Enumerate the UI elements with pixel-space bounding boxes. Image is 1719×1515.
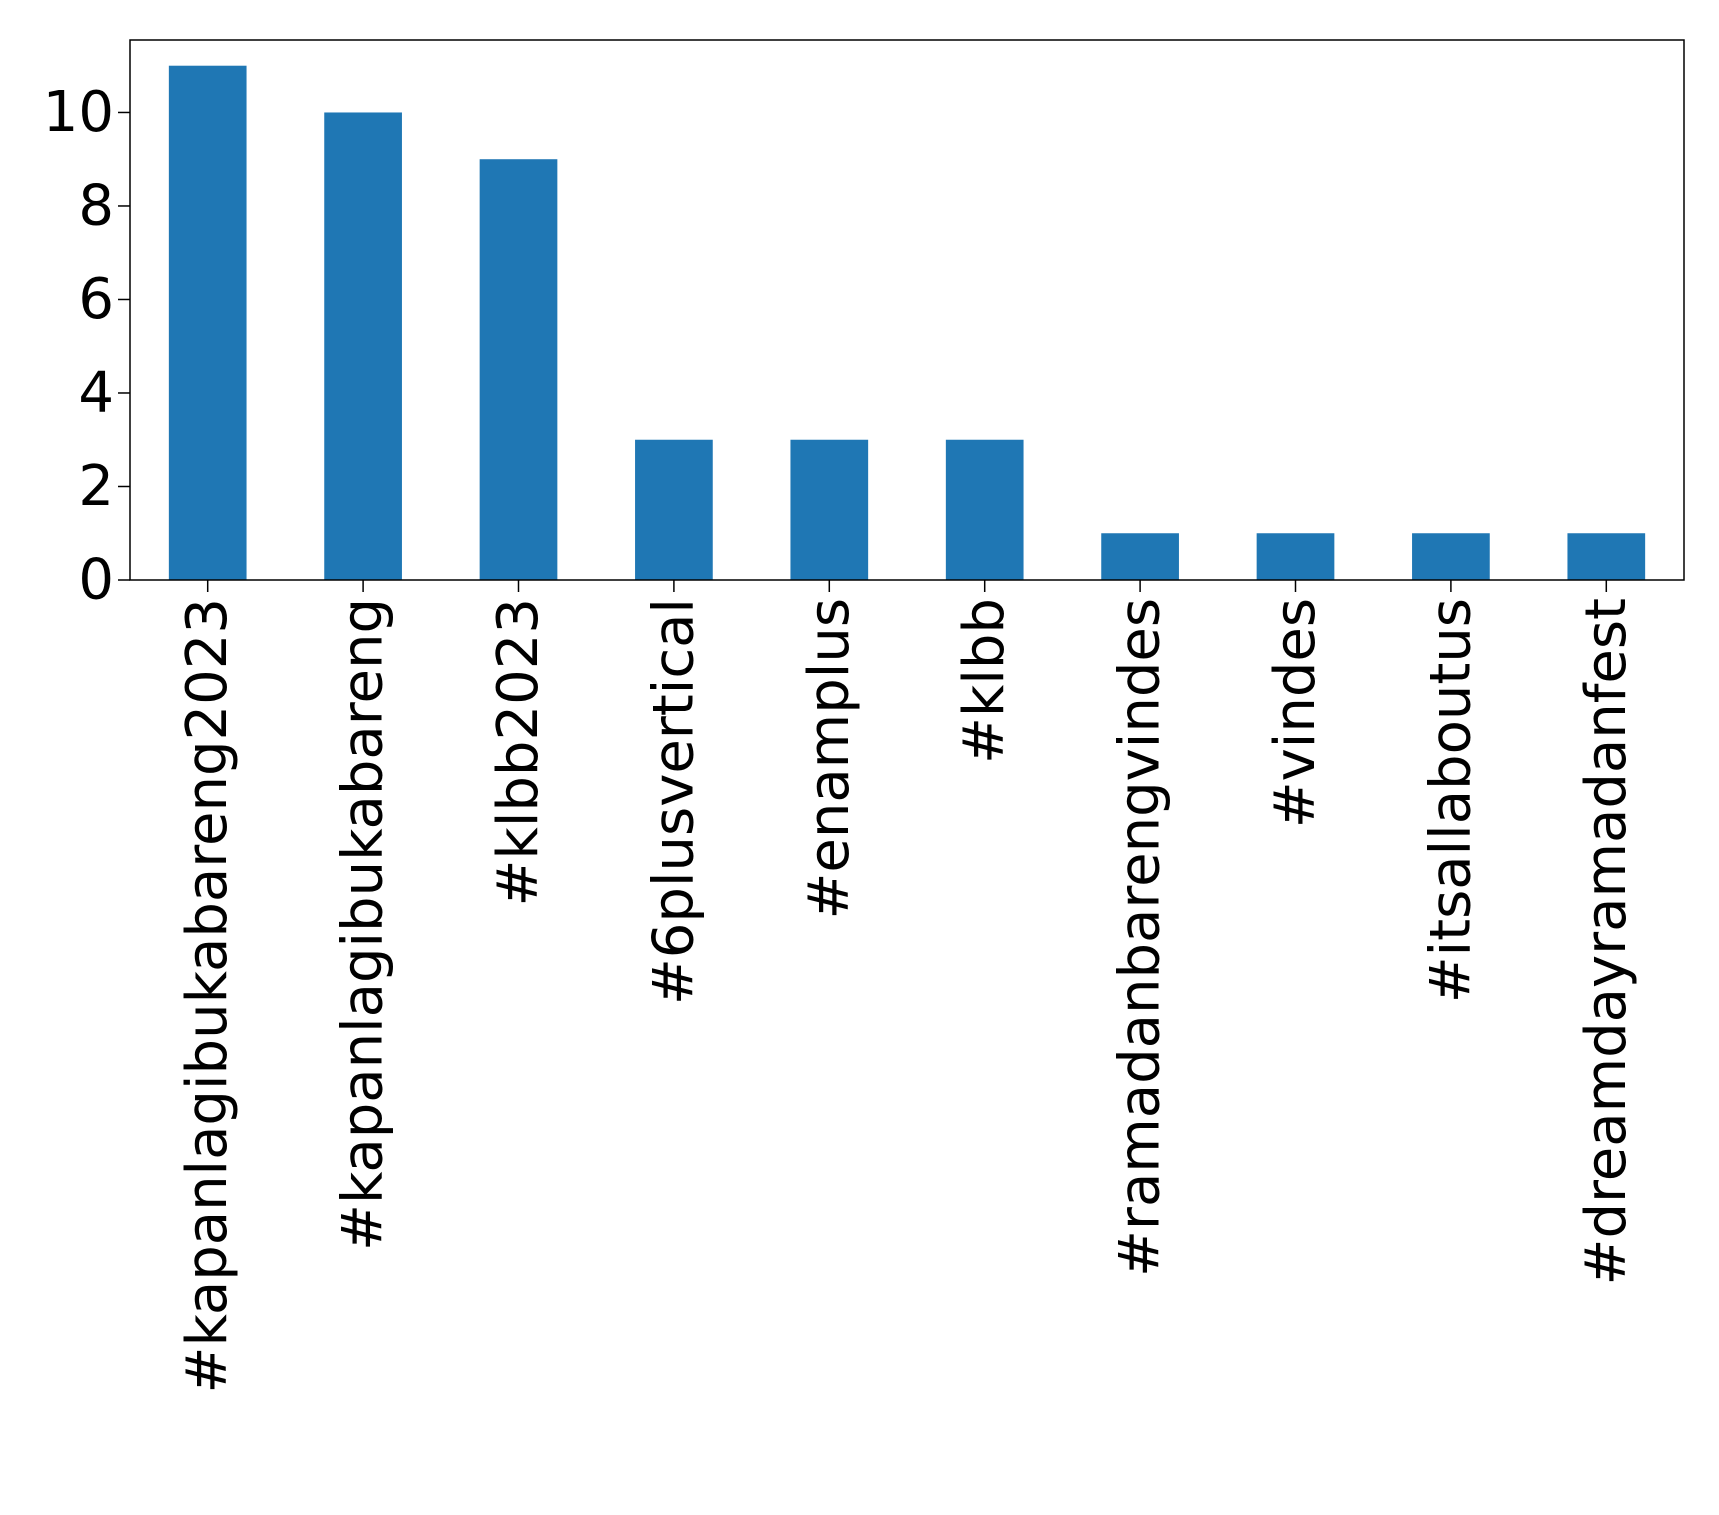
y-tick-label: 10 xyxy=(43,80,114,145)
x-tick-label: #6plusvertical xyxy=(641,598,706,1005)
bar-5 xyxy=(790,439,869,580)
x-tick-label: #itsallaboutus xyxy=(1418,598,1483,1003)
y-tick-label: 2 xyxy=(78,454,114,519)
y-tick-label: 4 xyxy=(78,360,114,425)
x-tick-label: #kapanlagibukabareng2023 xyxy=(175,598,240,1393)
bar-9 xyxy=(1412,533,1490,580)
y-axis: 0 2 4 6 8 10 xyxy=(43,80,130,613)
x-axis: #kapanlagibukabareng2023 #kapanlagibukaba… xyxy=(175,580,1639,1393)
x-tick-label: #vindes xyxy=(1263,598,1328,828)
bar-8 xyxy=(1256,533,1335,580)
bar-2 xyxy=(324,112,402,580)
x-tick-label: #klbb xyxy=(952,598,1017,764)
bar-7 xyxy=(1101,533,1179,580)
bar-4 xyxy=(635,439,713,580)
y-tick-label: 8 xyxy=(78,173,114,238)
bar-1 xyxy=(168,65,247,580)
y-tick-label: 0 xyxy=(78,548,114,613)
bar-10 xyxy=(1567,533,1646,580)
bars-group xyxy=(168,65,1646,580)
x-tick-label: #klbb2023 xyxy=(486,598,551,907)
bar-6 xyxy=(945,439,1024,580)
x-tick-label: #dreamdayramadanfest xyxy=(1574,598,1639,1285)
x-tick-label: #kapanlagibukabareng xyxy=(331,598,396,1251)
bar-3 xyxy=(479,159,558,580)
x-tick-label: #enamplus xyxy=(797,598,862,920)
y-tick-label: 6 xyxy=(78,267,114,332)
x-tick-label: #ramadanbarengvindes xyxy=(1108,598,1173,1277)
plot-frame xyxy=(129,39,1685,581)
